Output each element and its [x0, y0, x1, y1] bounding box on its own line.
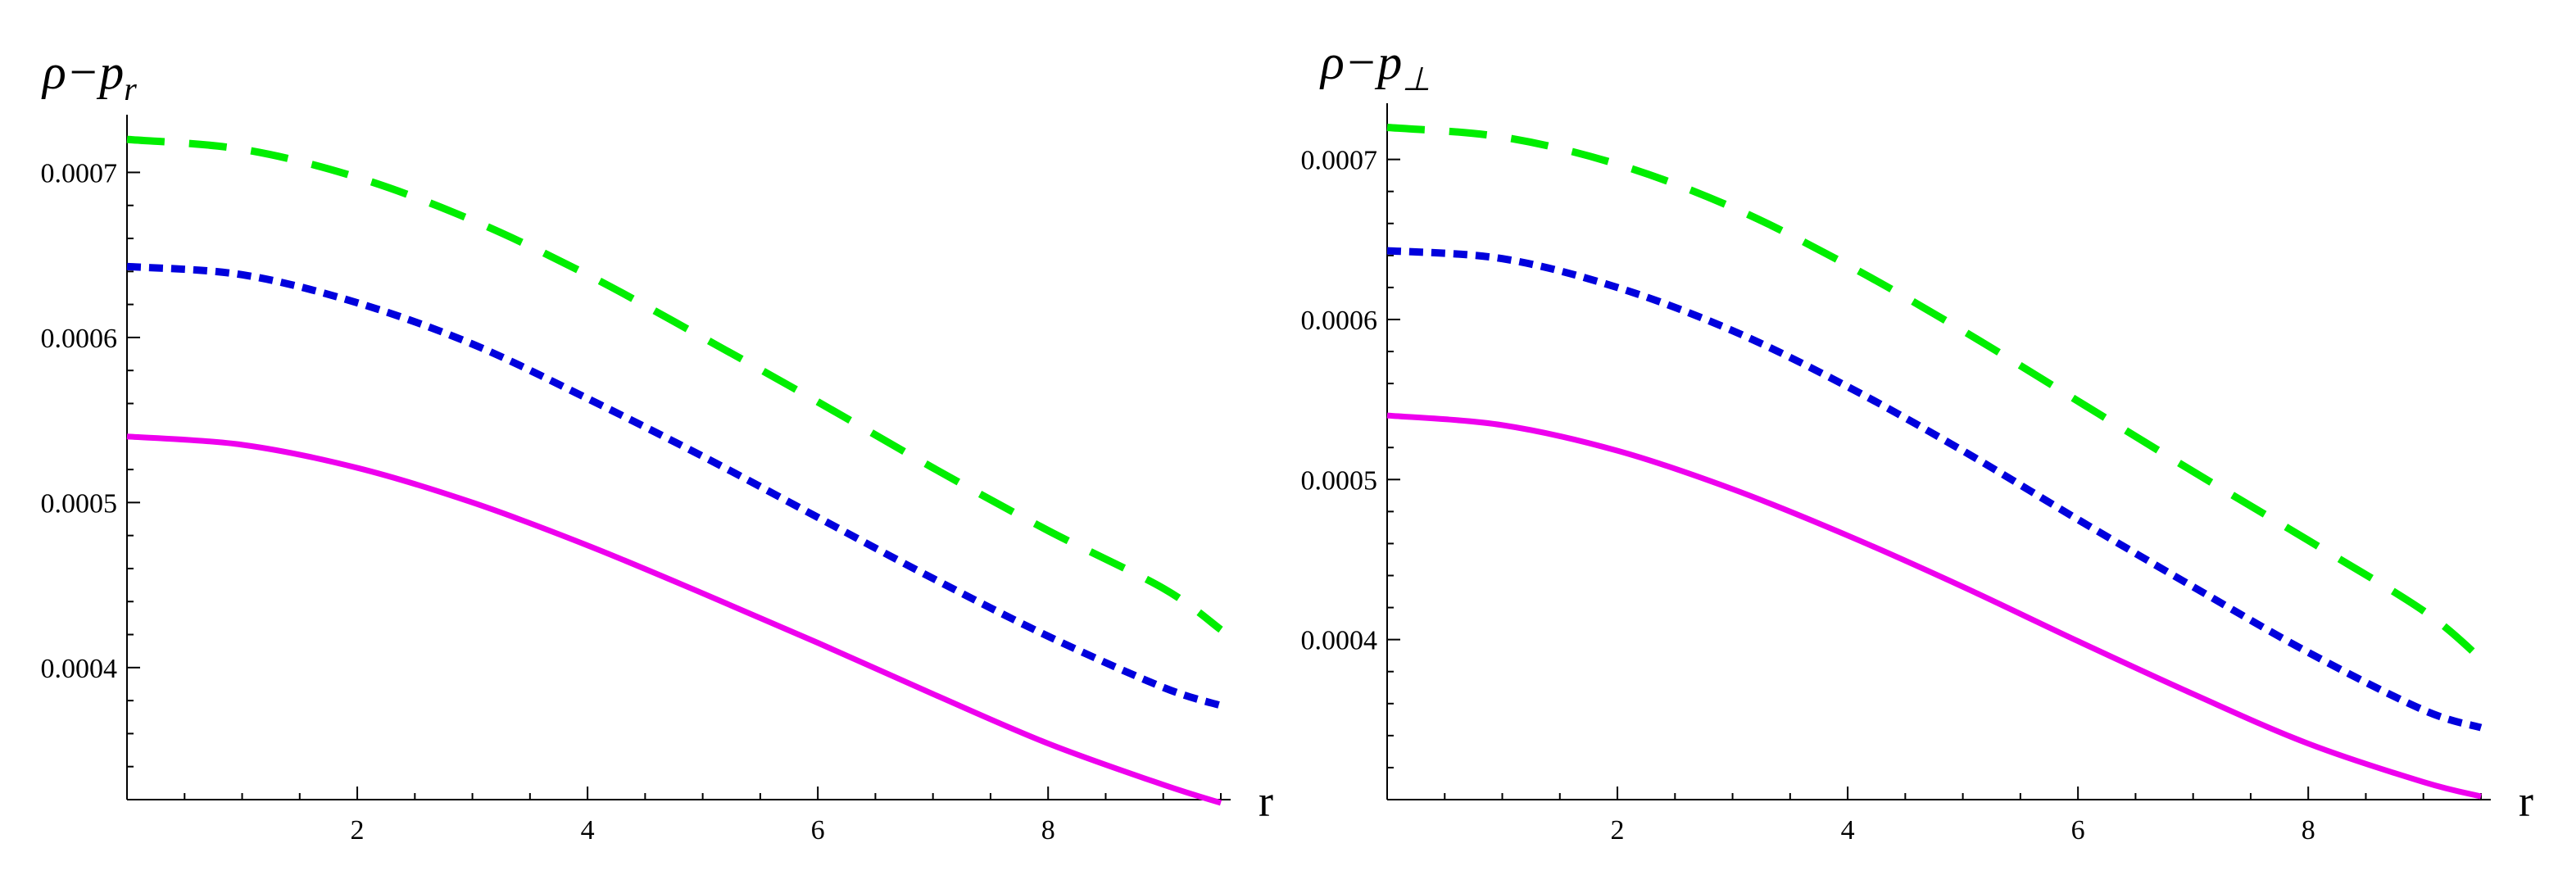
x-tick-label: 4 [581, 815, 595, 846]
series-line-long-dashed [1386, 124, 2483, 662]
x-tick-label: 2 [351, 815, 365, 846]
series-line-solid [126, 433, 1222, 806]
x-axis-label: r [1259, 777, 1273, 826]
x-tick-label: 2 [1611, 815, 1625, 846]
left-chart-panel: 2 4 6 8 0.0004 0.0005 0.0006 0.0007 ρ−pr r [41, 45, 1274, 846]
series-line-solid [1386, 412, 2482, 800]
y-tick-label: 0.0006 [1301, 306, 1378, 336]
series-line-short-dashed [1386, 247, 2483, 732]
y-axis-label: ρ−p⊥ [1319, 35, 1431, 97]
x-tick-label: 8 [1041, 815, 1055, 846]
y-tick-label: 0.0005 [41, 488, 118, 519]
y-tick-label: 0.0005 [1301, 465, 1378, 496]
x-tick-label: 4 [1841, 815, 1855, 846]
x-tick-label: 6 [811, 815, 825, 846]
y-tick-label: 0.0007 [1301, 146, 1378, 176]
x-tick-label: 8 [2302, 815, 2315, 846]
x-tick-label: 6 [2071, 815, 2085, 846]
series-line-short-dashed [126, 262, 1222, 710]
y-tick-label: 0.0006 [41, 324, 118, 354]
x-axis-label: r [2519, 777, 2533, 826]
series-line-long-dashed [126, 135, 1223, 633]
y-tick-label: 0.0007 [41, 158, 118, 188]
y-tick-label: 0.0004 [41, 654, 118, 684]
y-axis-label: ρ−pr [41, 45, 137, 107]
right-chart-panel: 2 4 6 8 0.0004 0.0005 0.0006 0.0007 ρ−p⊥ r [1301, 35, 2534, 846]
y-tick-label: 0.0004 [1301, 626, 1378, 656]
